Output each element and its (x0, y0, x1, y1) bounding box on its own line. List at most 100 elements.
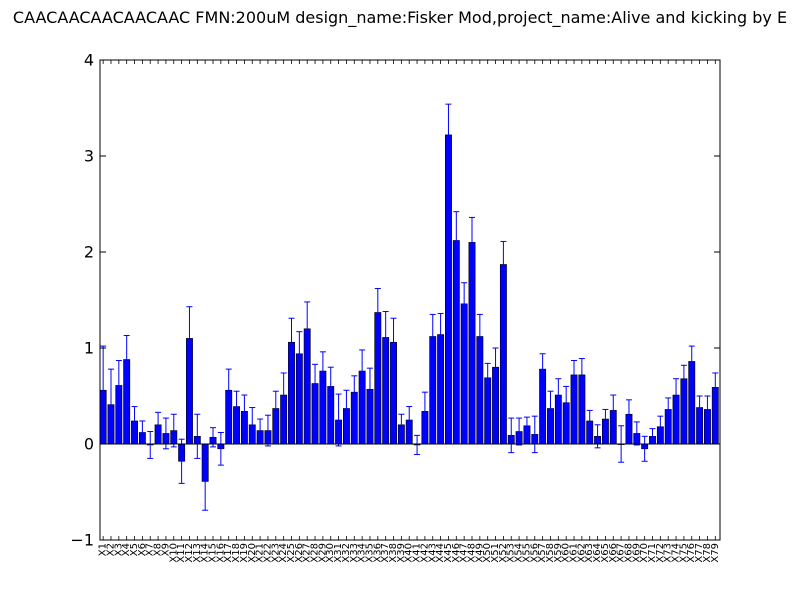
error-bar-X17 (225, 368, 232, 412)
x-tick-label: X4 (121, 543, 132, 556)
x-tick-label: X71 (647, 543, 658, 563)
x-tick-label: X64 (592, 543, 603, 563)
error-bar-X41 (414, 434, 421, 456)
error-bar-X47 (461, 282, 468, 326)
error-bar-X76 (688, 345, 695, 378)
x-tick-label: X72 (655, 543, 666, 563)
x-tick-label: X5 (129, 543, 140, 556)
x-tick-label: X49 (474, 543, 485, 563)
x-tick-label: X78 (702, 543, 713, 563)
error-bar-X60 (563, 385, 570, 420)
error-bar-X30 (327, 366, 334, 407)
error-bar-X27 (304, 301, 311, 357)
error-bar-X29 (319, 351, 326, 391)
error-bar-X68 (625, 399, 632, 430)
x-tick-label: X7 (145, 543, 156, 556)
y-tick-label: 4 (84, 51, 94, 70)
error-bar-X26 (296, 331, 303, 377)
error-bar-X66 (610, 394, 617, 427)
error-bar-X55 (523, 416, 530, 435)
x-tick-label: X25 (286, 543, 297, 563)
bar-X48 (468, 242, 476, 445)
x-tick-label: X75 (678, 543, 689, 563)
error-bar-X10 (170, 413, 177, 448)
error-bar-X44 (437, 312, 444, 357)
chart-title: CAACAACAACAACAAC FMN:200uM design_name:F… (12, 8, 788, 27)
x-tick-label: X33 (349, 543, 360, 563)
error-bar-X46 (453, 211, 460, 270)
x-tick-label: X76 (686, 543, 697, 563)
y-tick-label: 2 (84, 243, 94, 262)
x-tick-label: X2 (105, 543, 116, 556)
error-bar-X38 (390, 317, 397, 367)
error-bar-X56 (531, 415, 538, 454)
error-bar-X59 (555, 378, 562, 412)
error-bar-X31 (335, 393, 342, 447)
error-bar-X25 (288, 317, 295, 367)
error-bar-X43 (429, 313, 436, 360)
error-bar-X22 (264, 414, 271, 447)
x-tick-label: X56 (529, 543, 540, 563)
x-tick-label: X51 (490, 543, 501, 563)
error-bar-X50 (484, 362, 491, 393)
x-tick-label: X19 (239, 543, 250, 563)
error-bar-X1 (100, 345, 107, 435)
x-tick-label: X14 (200, 543, 211, 563)
y-tick-label: −1 (70, 531, 94, 550)
x-tick-label: X46 (451, 543, 462, 563)
error-bar-X70 (641, 435, 648, 462)
error-bar-X53 (508, 417, 515, 454)
x-tick-label: X24 (278, 543, 289, 563)
error-bar-X4 (123, 335, 130, 385)
x-tick-label: X48 (467, 543, 478, 563)
x-tick-label: X67 (616, 543, 627, 563)
error-bar-X62 (578, 358, 585, 392)
x-tick-label: X17 (223, 543, 234, 563)
x-tick-label: X31 (333, 543, 344, 563)
x-tick-label: X6 (137, 543, 148, 556)
x-tick-label: X39 (396, 543, 407, 563)
x-tick-label: X29 (317, 543, 328, 563)
plot-border (99, 59, 721, 541)
x-tick-label: X9 (160, 543, 171, 556)
error-bar-X69 (633, 421, 640, 446)
error-bar-X35 (366, 367, 373, 411)
error-bar-X37 (382, 311, 389, 364)
axes-frame (99, 59, 721, 541)
x-tick-label: X15 (208, 543, 219, 563)
x-tick-label: X28 (310, 543, 321, 563)
x-tick-label: X55 (521, 543, 532, 563)
x-tick-label: X36 (372, 543, 383, 563)
error-bar-X21 (257, 418, 264, 443)
x-tick-label: X38 (388, 543, 399, 563)
error-bar-X57 (539, 353, 546, 385)
x-tick-label: X1 (98, 543, 109, 556)
x-tick-label: X32 (341, 543, 352, 563)
x-tick-label: X74 (671, 543, 682, 563)
x-tick-label: X41 (412, 543, 423, 563)
error-bar-X14 (202, 452, 209, 511)
error-bar-X51 (492, 347, 499, 387)
x-tick-label: X54 (514, 543, 525, 563)
error-bar-X20 (249, 407, 256, 443)
x-tick-label: X11 (176, 543, 187, 563)
error-bar-X34 (359, 349, 366, 393)
x-tick-label: X73 (663, 543, 674, 563)
error-bar-X8 (155, 411, 162, 438)
error-bar-X16 (217, 431, 224, 466)
x-tick-label: X42 (419, 543, 430, 563)
error-bar-X77 (696, 395, 703, 420)
error-bar-X11 (178, 438, 185, 484)
x-tick-label: X10 (168, 543, 179, 563)
x-tick-label: X45 (443, 543, 454, 563)
error-bar-X75 (680, 364, 687, 393)
error-bar-X42 (421, 391, 428, 432)
error-bar-X19 (241, 394, 248, 429)
x-tick-label: X79 (710, 543, 721, 563)
x-tick-label: X12 (184, 543, 195, 563)
error-bar-X65 (602, 408, 609, 430)
x-tick-label: X77 (694, 543, 705, 563)
x-tick-label: X16 (215, 543, 226, 563)
x-tick-label: X26 (294, 543, 305, 563)
error-bar-X5 (131, 406, 138, 436)
